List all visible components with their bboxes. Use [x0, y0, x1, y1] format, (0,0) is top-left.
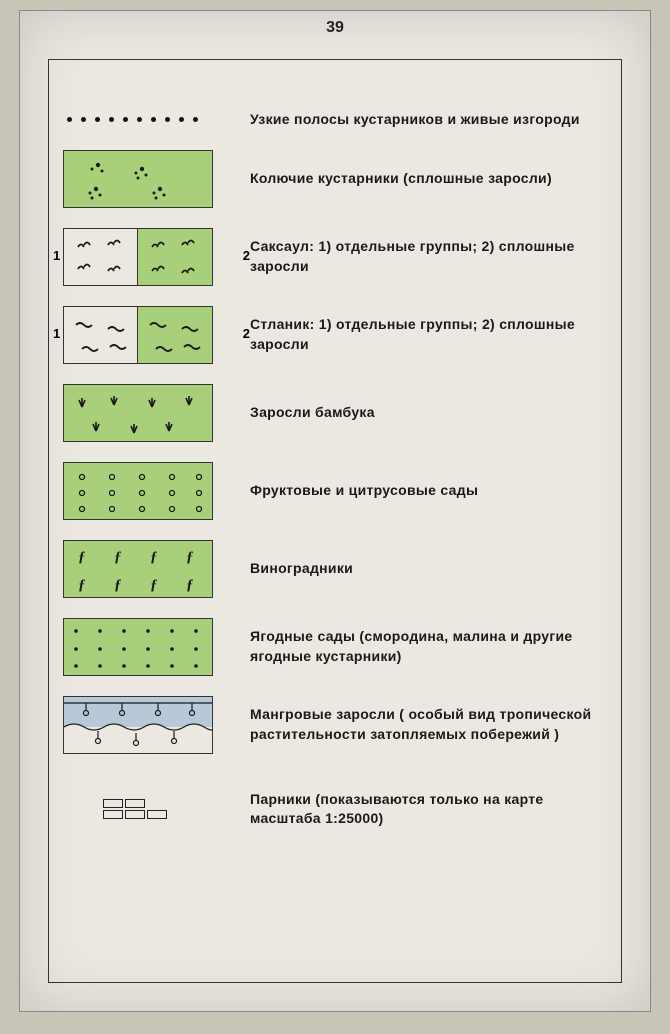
swatch-icon: [63, 696, 213, 754]
legend-row: Мангровые заросли ( особый вид тропическ…: [49, 686, 621, 764]
page: 39 Узкие полосы кустарников и живые изго…: [19, 10, 651, 1012]
swatch-right-icon: [138, 306, 213, 364]
split-number: 1: [53, 326, 60, 341]
legend-label: Парники (показываются только на карте ма…: [238, 790, 607, 829]
split-number: 1: [53, 248, 60, 263]
legend-row: ƒƒƒƒ ƒƒƒƒ Виноградники: [49, 530, 621, 608]
legend-label: Колючие кустарники (сплошные заросли): [238, 169, 607, 189]
legend-row: Колючие кустарники (сплошные заросли): [49, 140, 621, 218]
svg-text:ƒ: ƒ: [78, 549, 86, 565]
swatch-icon: [63, 618, 213, 676]
parniki-icon: [63, 799, 167, 819]
legend-label: Узкие полосы кустарников и живые изгород…: [238, 110, 607, 130]
svg-text:ƒ: ƒ: [186, 577, 194, 593]
legend-label: Фруктовые и цитрусовые сады: [238, 481, 607, 501]
swatch-icon: [63, 462, 213, 520]
swatch-left-icon: [63, 228, 138, 286]
svg-text:ƒ: ƒ: [186, 549, 194, 565]
legend-row: 1: [49, 296, 621, 374]
legend-label: Виноградники: [238, 559, 607, 579]
legend-frame: Узкие полосы кустарников и живые изгород…: [48, 59, 622, 983]
svg-text:ƒ: ƒ: [78, 577, 86, 593]
page-number: 39: [20, 19, 650, 37]
svg-text:ƒ: ƒ: [150, 549, 158, 565]
svg-text:ƒ: ƒ: [114, 549, 122, 565]
symbol-mangroves: [63, 696, 238, 754]
symbol-berry-gardens: [63, 618, 238, 676]
symbol-thorny-shrubs: [63, 150, 238, 208]
symbol-vineyards: ƒƒƒƒ ƒƒƒƒ: [63, 540, 238, 598]
swatch-icon: [63, 150, 213, 208]
symbol-orchards: [63, 462, 238, 520]
legend-label: Мангровые заросли ( особый вид тропическ…: [238, 705, 607, 744]
dots-icon: [63, 117, 198, 122]
legend-label: Ягодные сады (смородина, малина и другие…: [238, 627, 607, 666]
svg-text:ƒ: ƒ: [114, 577, 122, 593]
swatch-icon: [63, 384, 213, 442]
legend-row: Заросли бамбука: [49, 374, 621, 452]
symbol-bamboo: [63, 384, 238, 442]
symbol-greenhouses: [63, 799, 238, 819]
legend-row: Ягодные сады (смородина, малина и другие…: [49, 608, 621, 686]
legend-label: Саксаул: 1) отдельные группы; 2) сплошны…: [238, 237, 607, 276]
symbol-dotted-line: [63, 117, 238, 122]
legend-label: Заросли бамбука: [238, 403, 607, 423]
split-number: 2: [243, 248, 250, 263]
swatch-icon: ƒƒƒƒ ƒƒƒƒ: [63, 540, 213, 598]
legend-label: Стланик: 1) отдельные группы; 2) сплошны…: [238, 315, 607, 354]
symbol-stlanik: 1: [63, 306, 238, 364]
legend-row: Парники (показываются только на карте ма…: [49, 764, 621, 839]
legend-row: Узкие полосы кустарников и живые изгород…: [49, 60, 621, 140]
legend-row: 1: [49, 218, 621, 296]
legend-row: Фруктовые и цитрусовые сады: [49, 452, 621, 530]
swatch-left-icon: [63, 306, 138, 364]
split-number: 2: [243, 326, 250, 341]
symbol-saxaul: 1: [63, 228, 238, 286]
svg-text:ƒ: ƒ: [150, 577, 158, 593]
swatch-right-icon: [138, 228, 213, 286]
